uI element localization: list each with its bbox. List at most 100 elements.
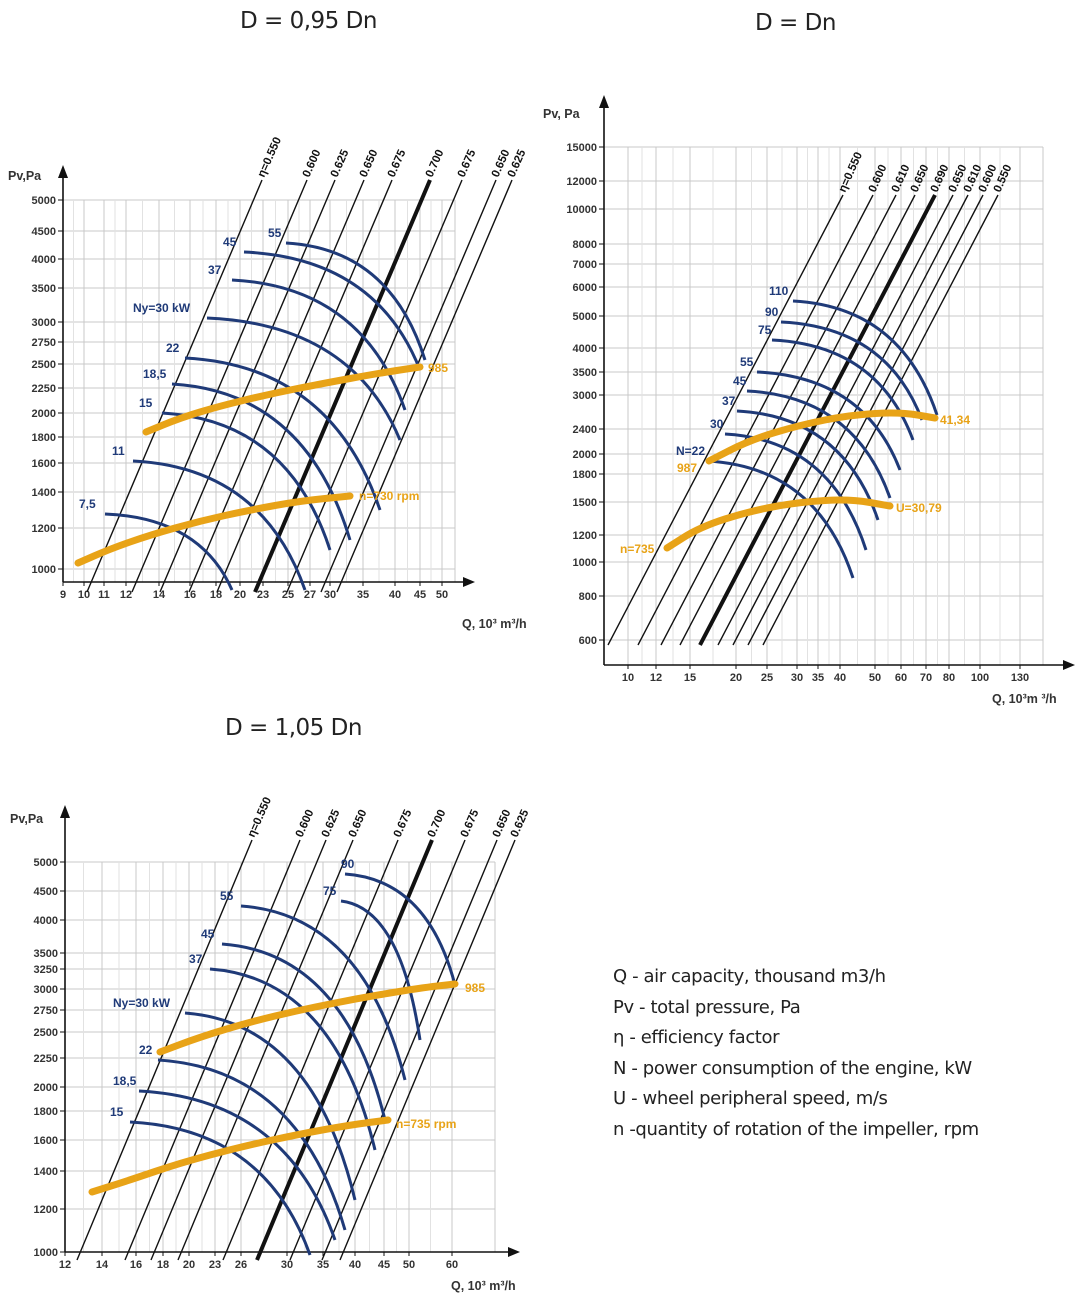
- x-tick-label: 130: [1011, 672, 1029, 684]
- y-tick-label: 1400: [32, 487, 56, 499]
- efficiency-label: 0.625: [509, 807, 532, 839]
- x-tick-label: 20: [183, 1259, 195, 1271]
- x-axis-arrow: [463, 577, 475, 587]
- chart-3: 12 14 16 18 20 23 26 30 35 40 45 50 60 1000 1200 1400 16…: [10, 795, 532, 1293]
- y-tick-label: 600: [579, 635, 597, 647]
- power-label: Ny=30 kW: [113, 996, 171, 1010]
- rpm-curves: 987 n=735: [620, 409, 939, 556]
- power-curve: [138, 1089, 337, 1241]
- power-label: 30: [710, 417, 724, 431]
- power-curves: 15 18,5 22 Ny=30 kW 37 45 55 75 90: [110, 857, 457, 1256]
- efficiency-label: 0.625: [329, 147, 352, 179]
- y-tick-label: 2500: [32, 359, 56, 371]
- y-axis-arrow: [599, 95, 609, 108]
- y-tick-label: 4500: [32, 226, 56, 238]
- x-tick-label: 14: [96, 1259, 109, 1271]
- power-label: 37: [722, 394, 736, 408]
- legend-q: Q - air capacity, thousand m3/h: [613, 966, 886, 987]
- power-curve: [724, 432, 868, 551]
- y-tick-label: 7000: [573, 259, 597, 271]
- power-label: 18,5: [143, 367, 167, 381]
- x-axis-arrow: [508, 1247, 520, 1257]
- chart-2: 10 12 15 20 25 30 35 40 50 60 70 80 100 130 600 800 1000…: [543, 95, 1075, 706]
- rpm-label: 985: [428, 361, 448, 375]
- power-label: 75: [323, 884, 337, 898]
- power-curve: [132, 459, 307, 591]
- legend-n: N - power consumption of the engine, kW: [613, 1057, 972, 1079]
- power-curve: [209, 967, 377, 1151]
- y-axis-arrow: [60, 805, 70, 818]
- power-label: 45: [223, 235, 237, 249]
- rpm-label: n=735 rpm: [396, 1117, 456, 1131]
- efficiency-lines: η=0.550 0.600 0.625 0.650 0.675 0.700 0.675 0.6…: [76, 795, 532, 1261]
- rpm-curve: [663, 496, 894, 552]
- efficiency-label: 0.675: [456, 147, 479, 179]
- y-tick-label: 4500: [34, 886, 58, 898]
- efficiency-line: [86, 179, 263, 593]
- y-tick-label: 8000: [573, 239, 597, 251]
- power-label: 22: [139, 1043, 153, 1057]
- power-label: 55: [220, 889, 234, 903]
- efficiency-line: [607, 194, 844, 646]
- power-label: 37: [189, 952, 203, 966]
- x-tick-label: 30: [281, 1259, 293, 1271]
- efficiency-label: 0.675: [459, 807, 482, 839]
- y-tick-label: 5000: [573, 311, 597, 323]
- chart-1: 9 10 11 12 14 16 18 20 23 25 27 30 35 40 45 50 1000 1200 1…: [8, 135, 529, 631]
- power-curves: N=22 30 37 45 55 75 90 110: [676, 284, 939, 579]
- x-tick-label: 45: [414, 589, 426, 601]
- power-label: 45: [201, 927, 215, 941]
- rpm-label: 987: [677, 461, 697, 475]
- y-tick-label: 2000: [573, 449, 597, 461]
- y-tick-label: 1000: [34, 1247, 58, 1259]
- x-tick-label: 26: [235, 1259, 247, 1271]
- x-tick-label: 20: [730, 672, 742, 684]
- x-tick-label: 11: [98, 589, 110, 601]
- efficiency-label: 0.675: [386, 147, 409, 179]
- y-tick-label: 3500: [34, 948, 58, 960]
- x-axis-label: Q, 10³ m³/h: [451, 1279, 516, 1293]
- efficiency-label: 0.600: [294, 808, 317, 839]
- x-tick-label: 50: [403, 1259, 415, 1271]
- x-tick-label: 60: [446, 1259, 458, 1271]
- power-curve: [792, 299, 939, 416]
- y-axis-label: Pv, Pa: [543, 107, 581, 121]
- x-tick-label: 23: [209, 1259, 221, 1271]
- y-tick-label: 2250: [34, 1053, 58, 1065]
- x-tick-label: 100: [971, 672, 989, 684]
- power-curve: [231, 278, 407, 411]
- efficiency-line: [339, 839, 516, 1261]
- rpm-label: n=730 rpm: [359, 489, 419, 503]
- y-tick-label: 4000: [573, 343, 597, 355]
- power-label: 45: [733, 374, 747, 388]
- y-tick-label: 1000: [32, 564, 56, 576]
- efficiency-label: η=0.550: [246, 795, 274, 839]
- efficiency-line: [732, 194, 969, 646]
- power-curve: [184, 1011, 357, 1201]
- power-curve: [129, 1120, 312, 1256]
- grid: [62, 199, 456, 582]
- x-tick-label: 12: [120, 589, 132, 601]
- y-tick-label: 1800: [573, 469, 597, 481]
- rpm-curves: 985 n=730 rpm: [74, 361, 448, 567]
- x-tick-label: 50: [869, 672, 881, 684]
- x-tick-label: 10: [78, 589, 90, 601]
- power-curve: [157, 1058, 347, 1231]
- x-tick-label: 35: [812, 672, 824, 684]
- x-tick-label: 30: [324, 589, 336, 601]
- efficiency-line: [150, 839, 327, 1261]
- rpm-curve: [142, 363, 424, 436]
- efficiency-label: 0.650: [358, 148, 381, 179]
- power-curve: [243, 250, 422, 371]
- legend-u: U - wheel peripheral speed, m/s: [613, 1088, 888, 1109]
- power-curve: [706, 459, 855, 579]
- efficiency-line: [253, 179, 432, 593]
- power-curve: [736, 409, 880, 521]
- y-tick-label: 1200: [34, 1204, 58, 1216]
- y-tick-label: 2750: [34, 1005, 58, 1017]
- x-tick-label: 18: [157, 1259, 169, 1271]
- x-tick-label: 60: [895, 672, 907, 684]
- y-tick-label: 3000: [32, 317, 56, 329]
- efficiency-line: [177, 839, 354, 1261]
